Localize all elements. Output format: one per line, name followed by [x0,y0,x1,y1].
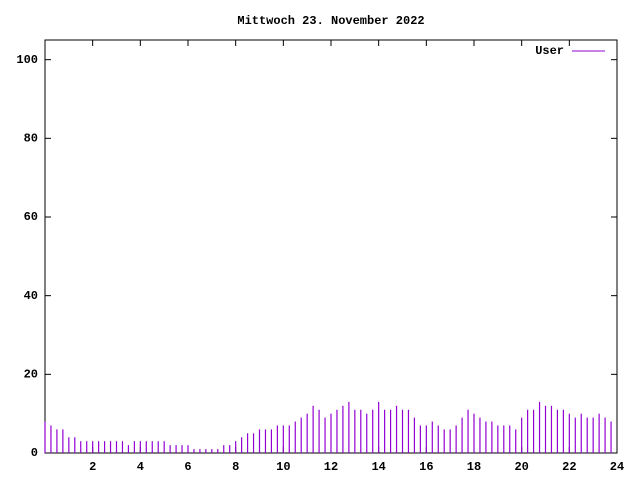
x-tick-label: 10 [276,460,290,474]
y-tick-label: 80 [24,132,38,146]
plot-frame [44,39,618,454]
x-tick-label: 8 [232,460,239,474]
y-tick-label: 0 [31,446,38,460]
x-tick-label: 20 [514,460,528,474]
x-tick-label: 12 [324,460,338,474]
x-tick-label: 24 [610,460,624,474]
x-tick-label: 22 [562,460,576,474]
x-tick-label: 14 [371,460,385,474]
y-tick-label: 100 [16,53,38,67]
x-tick-label: 4 [137,460,144,474]
x-tick-label: 2 [89,460,96,474]
legend-label: User [535,44,564,58]
y-tick-label: 20 [24,368,38,382]
y-tick-label: 60 [24,210,38,224]
chart-title: Mittwoch 23. November 2022 [237,14,424,28]
x-tick-label: 18 [467,460,481,474]
x-tick-label: 16 [419,460,433,474]
y-tick-label: 40 [24,289,38,303]
x-tick-label: 6 [184,460,191,474]
